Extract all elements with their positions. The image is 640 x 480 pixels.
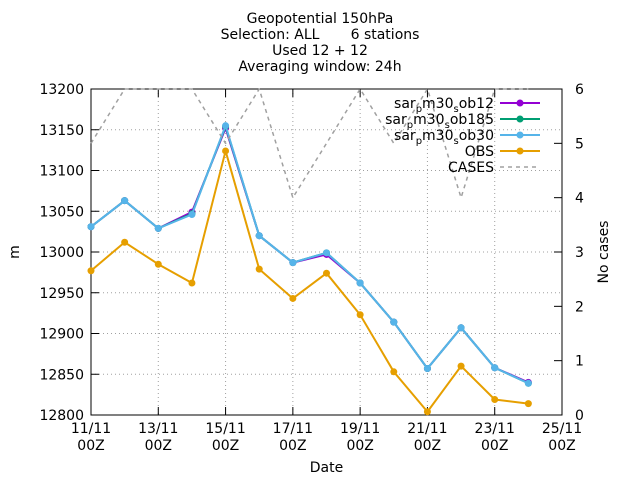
x-tick-sublabel-1: 00Z (145, 438, 172, 454)
series-sar-ob30-point-11 (457, 324, 465, 332)
series-sar-ob30-point-1 (121, 197, 129, 205)
series-sar-ob30-point-13 (524, 379, 532, 387)
x-tick-label-1: 13/11 (138, 421, 178, 437)
y-tick-label-1: 12850 (39, 367, 84, 383)
chart-title-line-2: Selection: ALL 6 stations (220, 27, 420, 43)
series-sar-ob30-point-3 (188, 211, 196, 219)
series-sar-ob30-point-8 (356, 279, 364, 287)
series-sar-ob30-point-6 (289, 259, 297, 267)
series-obs-point-9 (390, 368, 398, 376)
series-sar-ob30-point-12 (491, 364, 499, 372)
series-obs-point-4 (222, 147, 230, 155)
legend-marker-obs (516, 147, 524, 155)
legend-marker-sar-ob12 (516, 99, 524, 107)
y-tick-label-2: 12900 (39, 327, 84, 343)
x-tick-sublabel-7: 00Z (548, 438, 575, 454)
y-tick-label-6: 13100 (39, 164, 84, 180)
x-tick-label-4: 19/11 (340, 421, 380, 437)
series-obs-point-0 (87, 267, 95, 275)
series-obs-point-6 (289, 294, 297, 302)
x-tick-sublabel-5: 00Z (414, 438, 441, 454)
series-obs-point-3 (188, 279, 196, 287)
series-obs-point-8 (356, 311, 364, 319)
series-obs-point-5 (255, 265, 263, 273)
y-axis-label: m (7, 245, 23, 259)
x-tick-sublabel-2: 00Z (212, 438, 239, 454)
y2-axis-label: No cases (596, 221, 612, 284)
series-obs-point-2 (154, 260, 162, 268)
series-obs-point-1 (121, 238, 129, 246)
y2-tick-label-5: 5 (575, 136, 584, 152)
x-tick-label-6: 23/11 (475, 421, 515, 437)
x-tick-sublabel-0: 00Z (77, 438, 104, 454)
x-tick-label-2: 15/11 (205, 421, 245, 437)
series-sar-ob30-point-5 (255, 232, 263, 240)
series-sar-ob30-point-7 (323, 249, 330, 257)
y2-tick-label-2: 2 (575, 299, 584, 315)
series-obs-point-7 (323, 269, 330, 277)
y-tick-label-0: 12800 (39, 408, 84, 424)
x-axis-label: Date (310, 460, 343, 476)
series-sar-ob30-point-10 (423, 365, 431, 373)
legend-label-cases: CASES (448, 160, 494, 176)
series-sar-ob30-point-0 (87, 223, 95, 231)
chart-title-line-3: Used 12 + 12 (272, 43, 368, 59)
y2-tick-label-3: 3 (575, 245, 584, 261)
series-sar-ob30-point-9 (390, 318, 398, 326)
y2-tick-label-4: 4 (575, 191, 584, 207)
legend-label-sar-ob12: sarpm30sob12 (394, 96, 494, 115)
y-tick-label-8: 13200 (39, 82, 84, 98)
y-tick-label-5: 13050 (39, 204, 84, 220)
chart-title-line-1: Geopotential 150hPa (246, 11, 394, 27)
legend-label-sar-ob30: sarpm30sob30 (394, 128, 494, 147)
x-tick-label-5: 21/11 (407, 421, 447, 437)
series-obs-point-10 (423, 408, 431, 416)
y-tick-label-3: 12950 (39, 286, 84, 302)
series-sar-ob30-line (90, 124, 529, 385)
x-tick-sublabel-3: 00Z (279, 438, 306, 454)
series-cases-line (90, 88, 529, 199)
chart-title-line-4: Averaging window: 24h (238, 59, 402, 75)
y-tick-label-7: 13150 (39, 123, 84, 139)
y2-tick-label-6: 6 (575, 82, 584, 98)
x-tick-label-7: 25/11 (542, 421, 582, 437)
series-sar-ob30-point-2 (154, 224, 162, 232)
x-tick-label-3: 17/11 (273, 421, 313, 437)
legend-label-obs: OBS (465, 144, 494, 160)
legend-marker-sar-ob185 (516, 115, 524, 123)
x-tick-sublabel-4: 00Z (346, 438, 373, 454)
series-obs-point-12 (491, 396, 499, 404)
x-tick-sublabel-6: 00Z (481, 438, 508, 454)
series-obs-point-13 (524, 400, 532, 408)
series-obs-point-11 (457, 362, 465, 370)
y2-tick-label-1: 1 (575, 354, 584, 370)
y-tick-label-4: 13000 (39, 245, 84, 261)
series-sar-ob30-point-4 (222, 122, 230, 130)
series-obs-line (90, 149, 529, 413)
x-tick-label-0: 11/11 (71, 421, 111, 437)
legend-marker-sar-ob30 (516, 131, 524, 139)
y2-tick-label-0: 0 (575, 408, 584, 424)
legend-label-sar-ob185: sarpm30sob185 (385, 112, 494, 131)
